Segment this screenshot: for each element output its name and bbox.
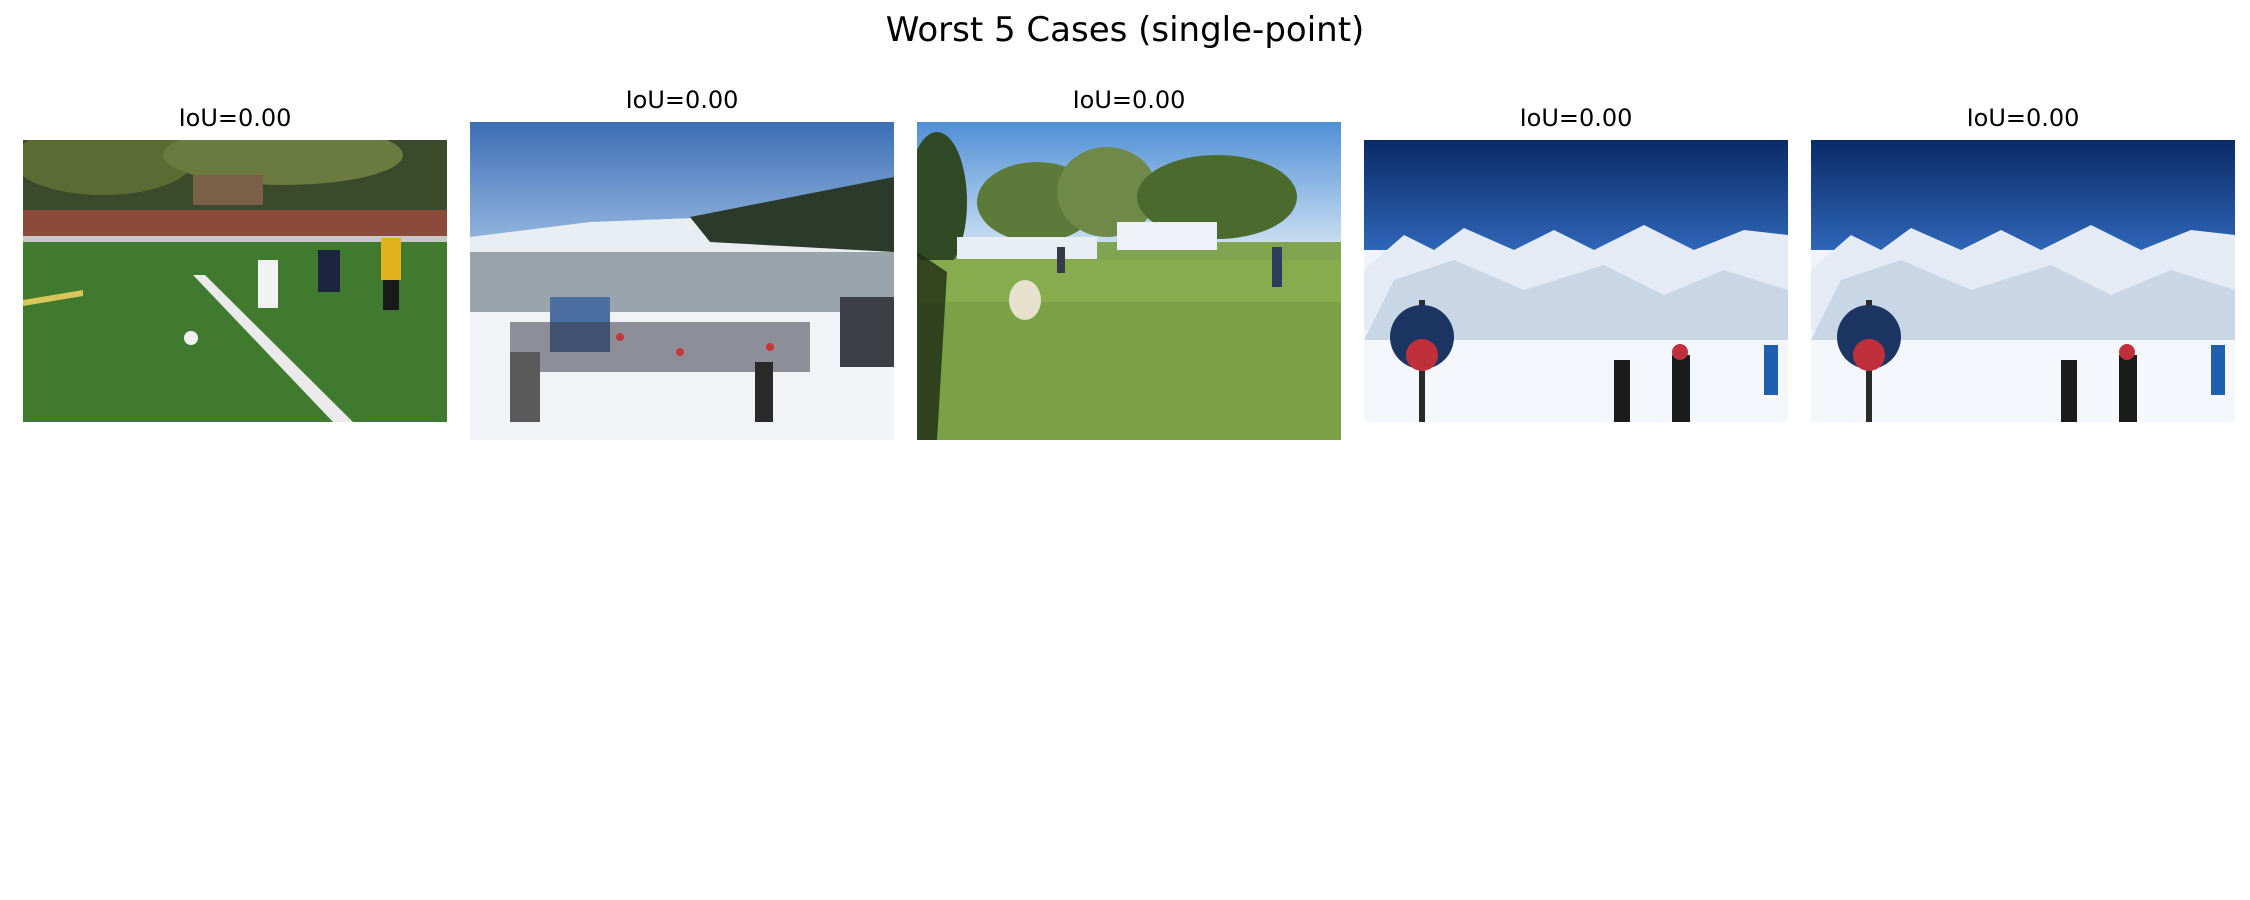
figure-title: Worst 5 Cases (single-point) <box>885 10 1365 50</box>
panel-5-title: IoU=0.00 <box>1966 104 2080 132</box>
panel-2-title: IoU=0.00 <box>625 86 739 114</box>
panel-3-image <box>917 122 1341 440</box>
panel-3-title: IoU=0.00 <box>1072 86 1186 114</box>
panel-4-title: IoU=0.00 <box>1519 104 1633 132</box>
panel-5-image <box>1811 140 2235 422</box>
panel-2-image <box>470 122 894 440</box>
panel-4-image <box>1364 140 1788 422</box>
panel-1-title: IoU=0.00 <box>178 104 292 132</box>
panel-1-image <box>23 140 447 422</box>
